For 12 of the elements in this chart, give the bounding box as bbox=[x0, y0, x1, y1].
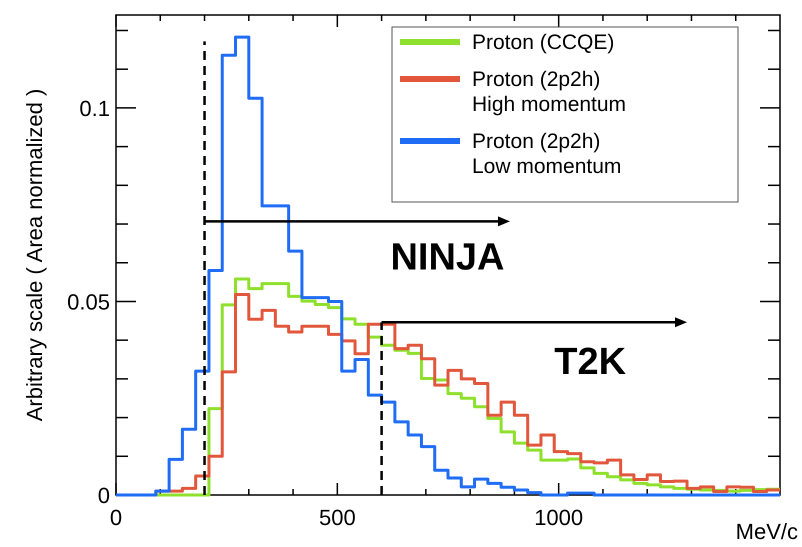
y-tick-label: 0.1 bbox=[79, 96, 110, 121]
legend-label: Proton (2p2h) Low momentum bbox=[472, 130, 622, 178]
annotation: NINJA bbox=[390, 236, 504, 278]
y-tick-label: 0.05 bbox=[67, 289, 110, 314]
x-axis-title: MeV/c bbox=[736, 519, 798, 544]
x-tick-label: 500 bbox=[318, 505, 356, 530]
annotation: T2K bbox=[554, 341, 627, 384]
legend-label: Proton (CCQE) bbox=[472, 31, 614, 54]
y-tick-label: 0 bbox=[98, 483, 110, 508]
y-axis-title: Arbitrary scale ( Area normalized ) bbox=[22, 88, 47, 422]
legend-label: Proton (2p2h) High momentum bbox=[472, 68, 626, 116]
x-tick-label: 1000 bbox=[534, 505, 584, 530]
